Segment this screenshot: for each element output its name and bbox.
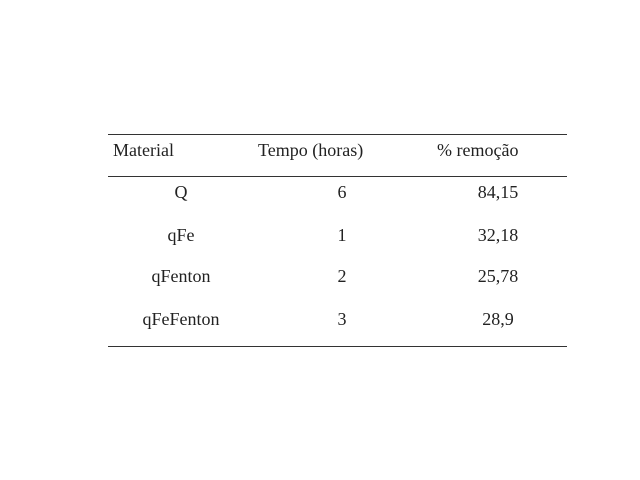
header-cell: Material xyxy=(113,140,174,160)
table-cell: 2 xyxy=(337,266,347,286)
bottom-rule xyxy=(108,346,567,347)
top-rule xyxy=(108,134,567,135)
table-cell: 28,9 xyxy=(482,309,514,329)
header-cell: Tempo (horas) xyxy=(258,140,364,160)
header-rule xyxy=(108,176,567,177)
table-cell: qFeFenton xyxy=(142,309,220,329)
table-cell: 32,18 xyxy=(477,225,519,245)
table-cell: Q xyxy=(174,182,188,202)
table-cell: 1 xyxy=(337,225,347,245)
table-cell: qFenton xyxy=(151,266,211,286)
table-cell: qFe xyxy=(167,225,195,245)
header-cell: % remoção xyxy=(437,140,519,160)
table-cell: 3 xyxy=(337,309,347,329)
table-cell: 25,78 xyxy=(477,266,519,286)
table-cell: 84,15 xyxy=(477,182,519,202)
table-cell: 6 xyxy=(337,182,347,202)
